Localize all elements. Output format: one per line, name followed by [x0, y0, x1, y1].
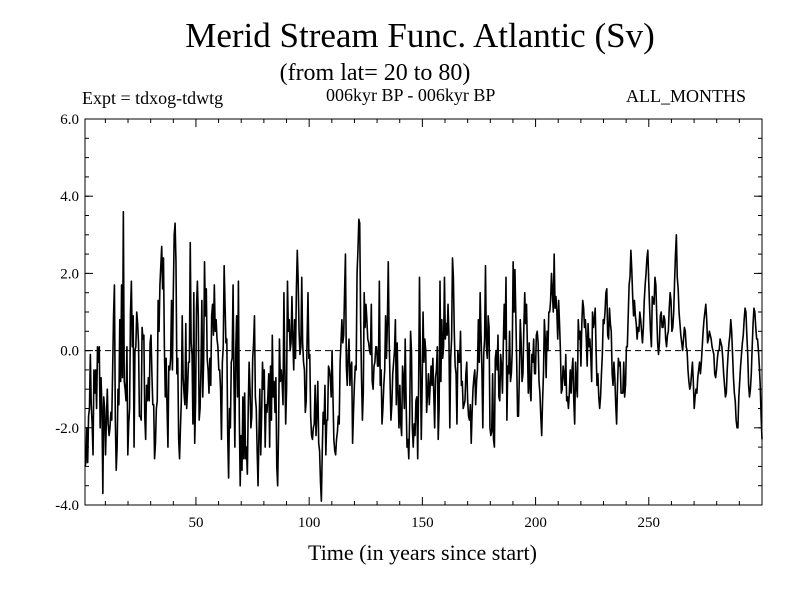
chart-subtitle: (from lat= 20 to 80) [279, 60, 471, 86]
y-tick-label: 6.0 [60, 112, 79, 128]
series-line [84, 210, 763, 502]
y-tick-label: 0.0 [60, 344, 79, 360]
x-tick-label: 100 [298, 515, 321, 531]
x-tick-label: 250 [638, 515, 661, 531]
months-annotation: ALL_MONTHS [626, 86, 746, 106]
x-tick-label: 200 [524, 515, 547, 531]
x-axis: 50 100 150 200 250 [104, 119, 740, 531]
y-tick-label: -4.0 [55, 498, 79, 514]
y-tick-label: 4.0 [60, 189, 79, 205]
x-tick-label: 50 [188, 515, 203, 531]
x-tick-label: 150 [411, 515, 434, 531]
y-tick-label: -2.0 [55, 421, 79, 437]
experiment-annotation: Expt = tdxog-tdwtg [82, 88, 224, 108]
y-tick-label: 2.0 [60, 266, 79, 282]
chart-title: Merid Stream Func. Atlantic (Sv) [185, 16, 655, 55]
period-annotation: 006kyr BP - 006kyr BP [326, 85, 496, 105]
x-axis-label: Time (in years since start) [308, 540, 537, 565]
